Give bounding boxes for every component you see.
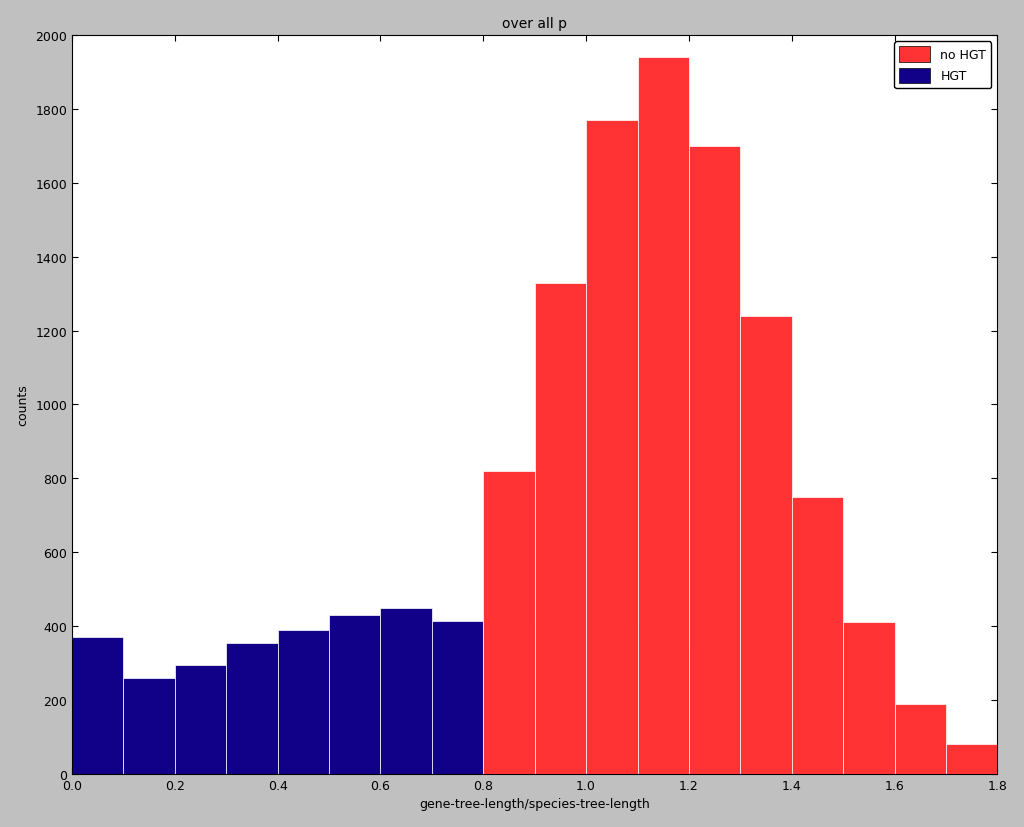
X-axis label: gene-tree-length/species-tree-length: gene-tree-length/species-tree-length bbox=[419, 797, 650, 810]
Bar bbox=[740, 717, 792, 774]
Bar bbox=[638, 654, 689, 774]
Bar bbox=[175, 665, 226, 774]
Bar bbox=[72, 638, 123, 774]
Bar bbox=[946, 772, 997, 774]
Bar bbox=[586, 624, 638, 774]
Bar bbox=[946, 744, 997, 774]
Bar bbox=[843, 746, 895, 774]
Bar bbox=[226, 643, 278, 774]
Bar bbox=[483, 626, 535, 774]
Bar bbox=[638, 58, 689, 774]
Bar bbox=[535, 283, 586, 774]
Bar bbox=[586, 121, 638, 774]
Bar bbox=[895, 704, 946, 774]
Bar bbox=[740, 317, 792, 774]
Bar bbox=[895, 765, 946, 774]
Bar bbox=[278, 630, 329, 774]
Y-axis label: counts: counts bbox=[16, 384, 30, 426]
Bar bbox=[432, 621, 483, 774]
Bar bbox=[123, 678, 175, 774]
Bar bbox=[689, 681, 740, 774]
Bar bbox=[381, 608, 432, 774]
Bar bbox=[792, 717, 843, 774]
Bar bbox=[792, 497, 843, 774]
Title: over all p: over all p bbox=[502, 17, 567, 31]
Bar bbox=[843, 623, 895, 774]
Bar bbox=[689, 146, 740, 774]
Legend: no HGT, HGT: no HGT, HGT bbox=[894, 42, 991, 88]
Bar bbox=[535, 621, 586, 774]
Bar bbox=[483, 471, 535, 774]
Bar bbox=[329, 615, 381, 774]
